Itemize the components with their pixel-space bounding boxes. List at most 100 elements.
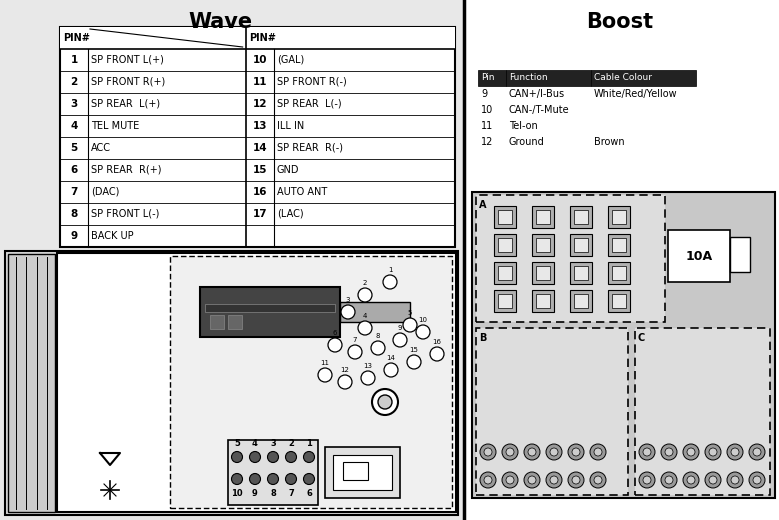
Circle shape	[753, 476, 761, 484]
Text: Function: Function	[509, 73, 548, 83]
Text: B: B	[479, 333, 486, 343]
Circle shape	[687, 448, 695, 456]
Circle shape	[524, 444, 540, 460]
Text: Brown: Brown	[594, 137, 625, 147]
Bar	[612, 238, 626, 252]
Circle shape	[590, 472, 606, 488]
Bar	[476, 195, 665, 322]
Circle shape	[341, 305, 355, 319]
Bar	[498, 210, 512, 224]
Circle shape	[643, 448, 651, 456]
Bar	[478, 70, 506, 86]
Text: 6: 6	[333, 330, 337, 336]
Text: 12: 12	[481, 137, 493, 147]
Bar	[0, 0, 464, 520]
Circle shape	[484, 476, 492, 484]
Bar	[608, 206, 630, 228]
Text: 10A: 10A	[686, 250, 713, 263]
Text: White/Red/Yellow: White/Red/Yellow	[594, 89, 678, 99]
Text: CAN-/T-Mute: CAN-/T-Mute	[509, 105, 569, 115]
Text: 14: 14	[252, 143, 267, 153]
Text: 10: 10	[252, 55, 267, 65]
Text: 3: 3	[270, 438, 276, 448]
Text: 8: 8	[70, 209, 78, 219]
Text: BACK UP: BACK UP	[91, 231, 134, 241]
Circle shape	[502, 444, 518, 460]
Bar	[536, 238, 550, 252]
Circle shape	[502, 472, 518, 488]
Circle shape	[665, 476, 673, 484]
Circle shape	[267, 474, 279, 485]
Circle shape	[378, 395, 392, 409]
Text: 13: 13	[252, 121, 267, 131]
Text: 10: 10	[481, 105, 493, 115]
Bar	[506, 70, 591, 86]
Bar	[570, 234, 592, 256]
Circle shape	[568, 444, 584, 460]
Circle shape	[683, 472, 699, 488]
Bar	[532, 262, 554, 284]
Text: 12: 12	[340, 367, 350, 373]
Text: 2: 2	[288, 438, 294, 448]
Bar	[200, 287, 340, 337]
Circle shape	[430, 347, 444, 361]
Bar	[228, 440, 318, 505]
Text: 5: 5	[408, 310, 412, 316]
Circle shape	[727, 444, 743, 460]
Text: 11: 11	[481, 121, 493, 131]
Text: 17: 17	[252, 209, 267, 219]
Text: 16: 16	[252, 187, 267, 197]
Text: SP REAR  R(+): SP REAR R(+)	[91, 165, 161, 175]
Circle shape	[304, 451, 315, 462]
Circle shape	[594, 448, 602, 456]
Bar	[532, 234, 554, 256]
Circle shape	[416, 325, 430, 339]
Text: TEL MUTE: TEL MUTE	[91, 121, 139, 131]
Circle shape	[506, 448, 514, 456]
Text: 10: 10	[418, 317, 428, 323]
Circle shape	[749, 472, 765, 488]
Bar	[730, 237, 750, 272]
Text: PIN#: PIN#	[249, 33, 276, 43]
Text: GND: GND	[277, 165, 299, 175]
Bar	[532, 206, 554, 228]
Circle shape	[550, 476, 558, 484]
Text: SP REAR  R(-): SP REAR R(-)	[277, 143, 343, 153]
Bar	[494, 206, 516, 228]
Circle shape	[348, 345, 362, 359]
Bar	[498, 238, 512, 252]
Circle shape	[705, 444, 721, 460]
Text: Boost: Boost	[587, 12, 654, 32]
Circle shape	[572, 476, 580, 484]
Text: C: C	[638, 333, 645, 343]
Bar	[494, 234, 516, 256]
Circle shape	[528, 476, 536, 484]
Text: 8: 8	[270, 488, 276, 498]
Text: 9: 9	[252, 488, 258, 498]
Bar	[574, 294, 588, 308]
Text: 12: 12	[252, 99, 267, 109]
Bar	[494, 290, 516, 312]
Text: 7: 7	[288, 488, 294, 498]
Bar	[494, 262, 516, 284]
Circle shape	[568, 472, 584, 488]
Bar	[170, 256, 452, 508]
Bar	[60, 27, 455, 49]
Text: A: A	[479, 200, 487, 210]
Circle shape	[665, 448, 673, 456]
Circle shape	[285, 474, 297, 485]
Bar	[343, 462, 368, 480]
Bar	[464, 0, 779, 520]
Bar	[210, 315, 224, 329]
Bar	[608, 290, 630, 312]
Circle shape	[661, 444, 677, 460]
Bar	[472, 192, 775, 498]
Circle shape	[407, 355, 421, 369]
Text: SP FRONT L(-): SP FRONT L(-)	[91, 209, 160, 219]
Text: 3: 3	[70, 99, 78, 109]
Circle shape	[304, 474, 315, 485]
Circle shape	[231, 474, 242, 485]
Text: SP FRONT R(-): SP FRONT R(-)	[277, 77, 347, 87]
Text: 1: 1	[388, 267, 393, 273]
Circle shape	[683, 444, 699, 460]
